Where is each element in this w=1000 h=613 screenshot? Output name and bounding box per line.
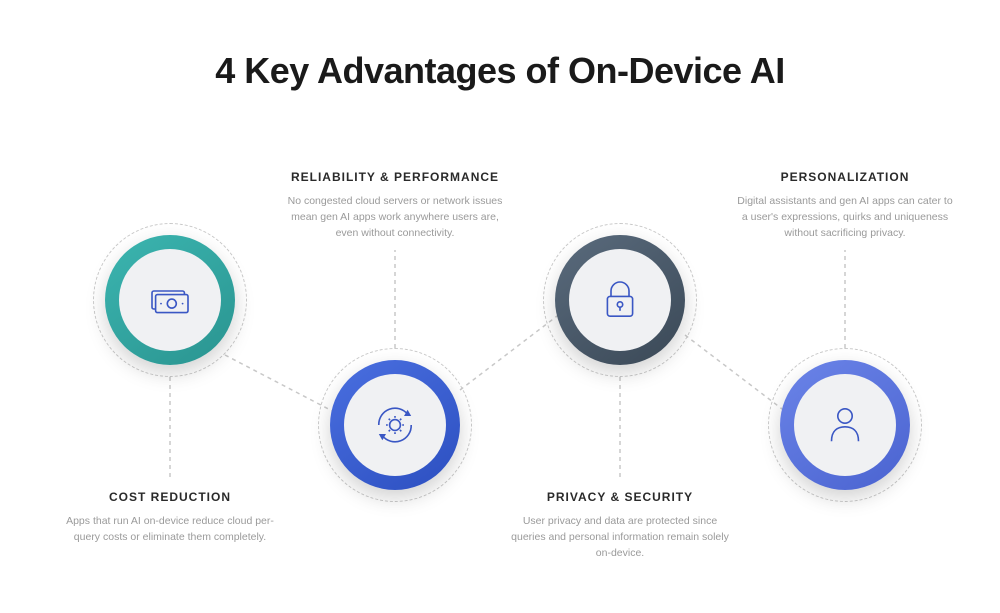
caption-title: PERSONALIZATION	[735, 170, 955, 184]
gear-icon	[368, 398, 422, 452]
caption-privacy: PRIVACY & SECURITY User privacy and data…	[510, 490, 730, 561]
caption-personalization: PERSONALIZATION Digital assistants and g…	[735, 170, 955, 241]
node-disc	[344, 374, 446, 476]
caption-cost: COST REDUCTION Apps that run AI on-devic…	[60, 490, 280, 546]
caption-body: Digital assistants and gen AI apps can c…	[735, 194, 955, 241]
node-disc	[569, 249, 671, 351]
caption-reliability: RELIABILITY & PERFORMANCE No congested c…	[285, 170, 505, 241]
page-title: 4 Key Advantages of On-Device AI	[0, 50, 1000, 92]
person-icon	[818, 398, 872, 452]
money-icon	[143, 273, 197, 327]
node-disc	[794, 374, 896, 476]
node-disc	[119, 249, 221, 351]
caption-title: COST REDUCTION	[60, 490, 280, 504]
caption-body: No congested cloud servers or network is…	[285, 194, 505, 241]
node-privacy	[555, 235, 685, 365]
caption-body: Apps that run AI on-device reduce cloud …	[60, 514, 280, 546]
node-personalization	[780, 360, 910, 490]
lock-icon	[593, 273, 647, 327]
node-reliability	[330, 360, 460, 490]
node-cost	[105, 235, 235, 365]
caption-title: PRIVACY & SECURITY	[510, 490, 730, 504]
caption-body: User privacy and data are protected sinc…	[510, 514, 730, 561]
caption-title: RELIABILITY & PERFORMANCE	[285, 170, 505, 184]
